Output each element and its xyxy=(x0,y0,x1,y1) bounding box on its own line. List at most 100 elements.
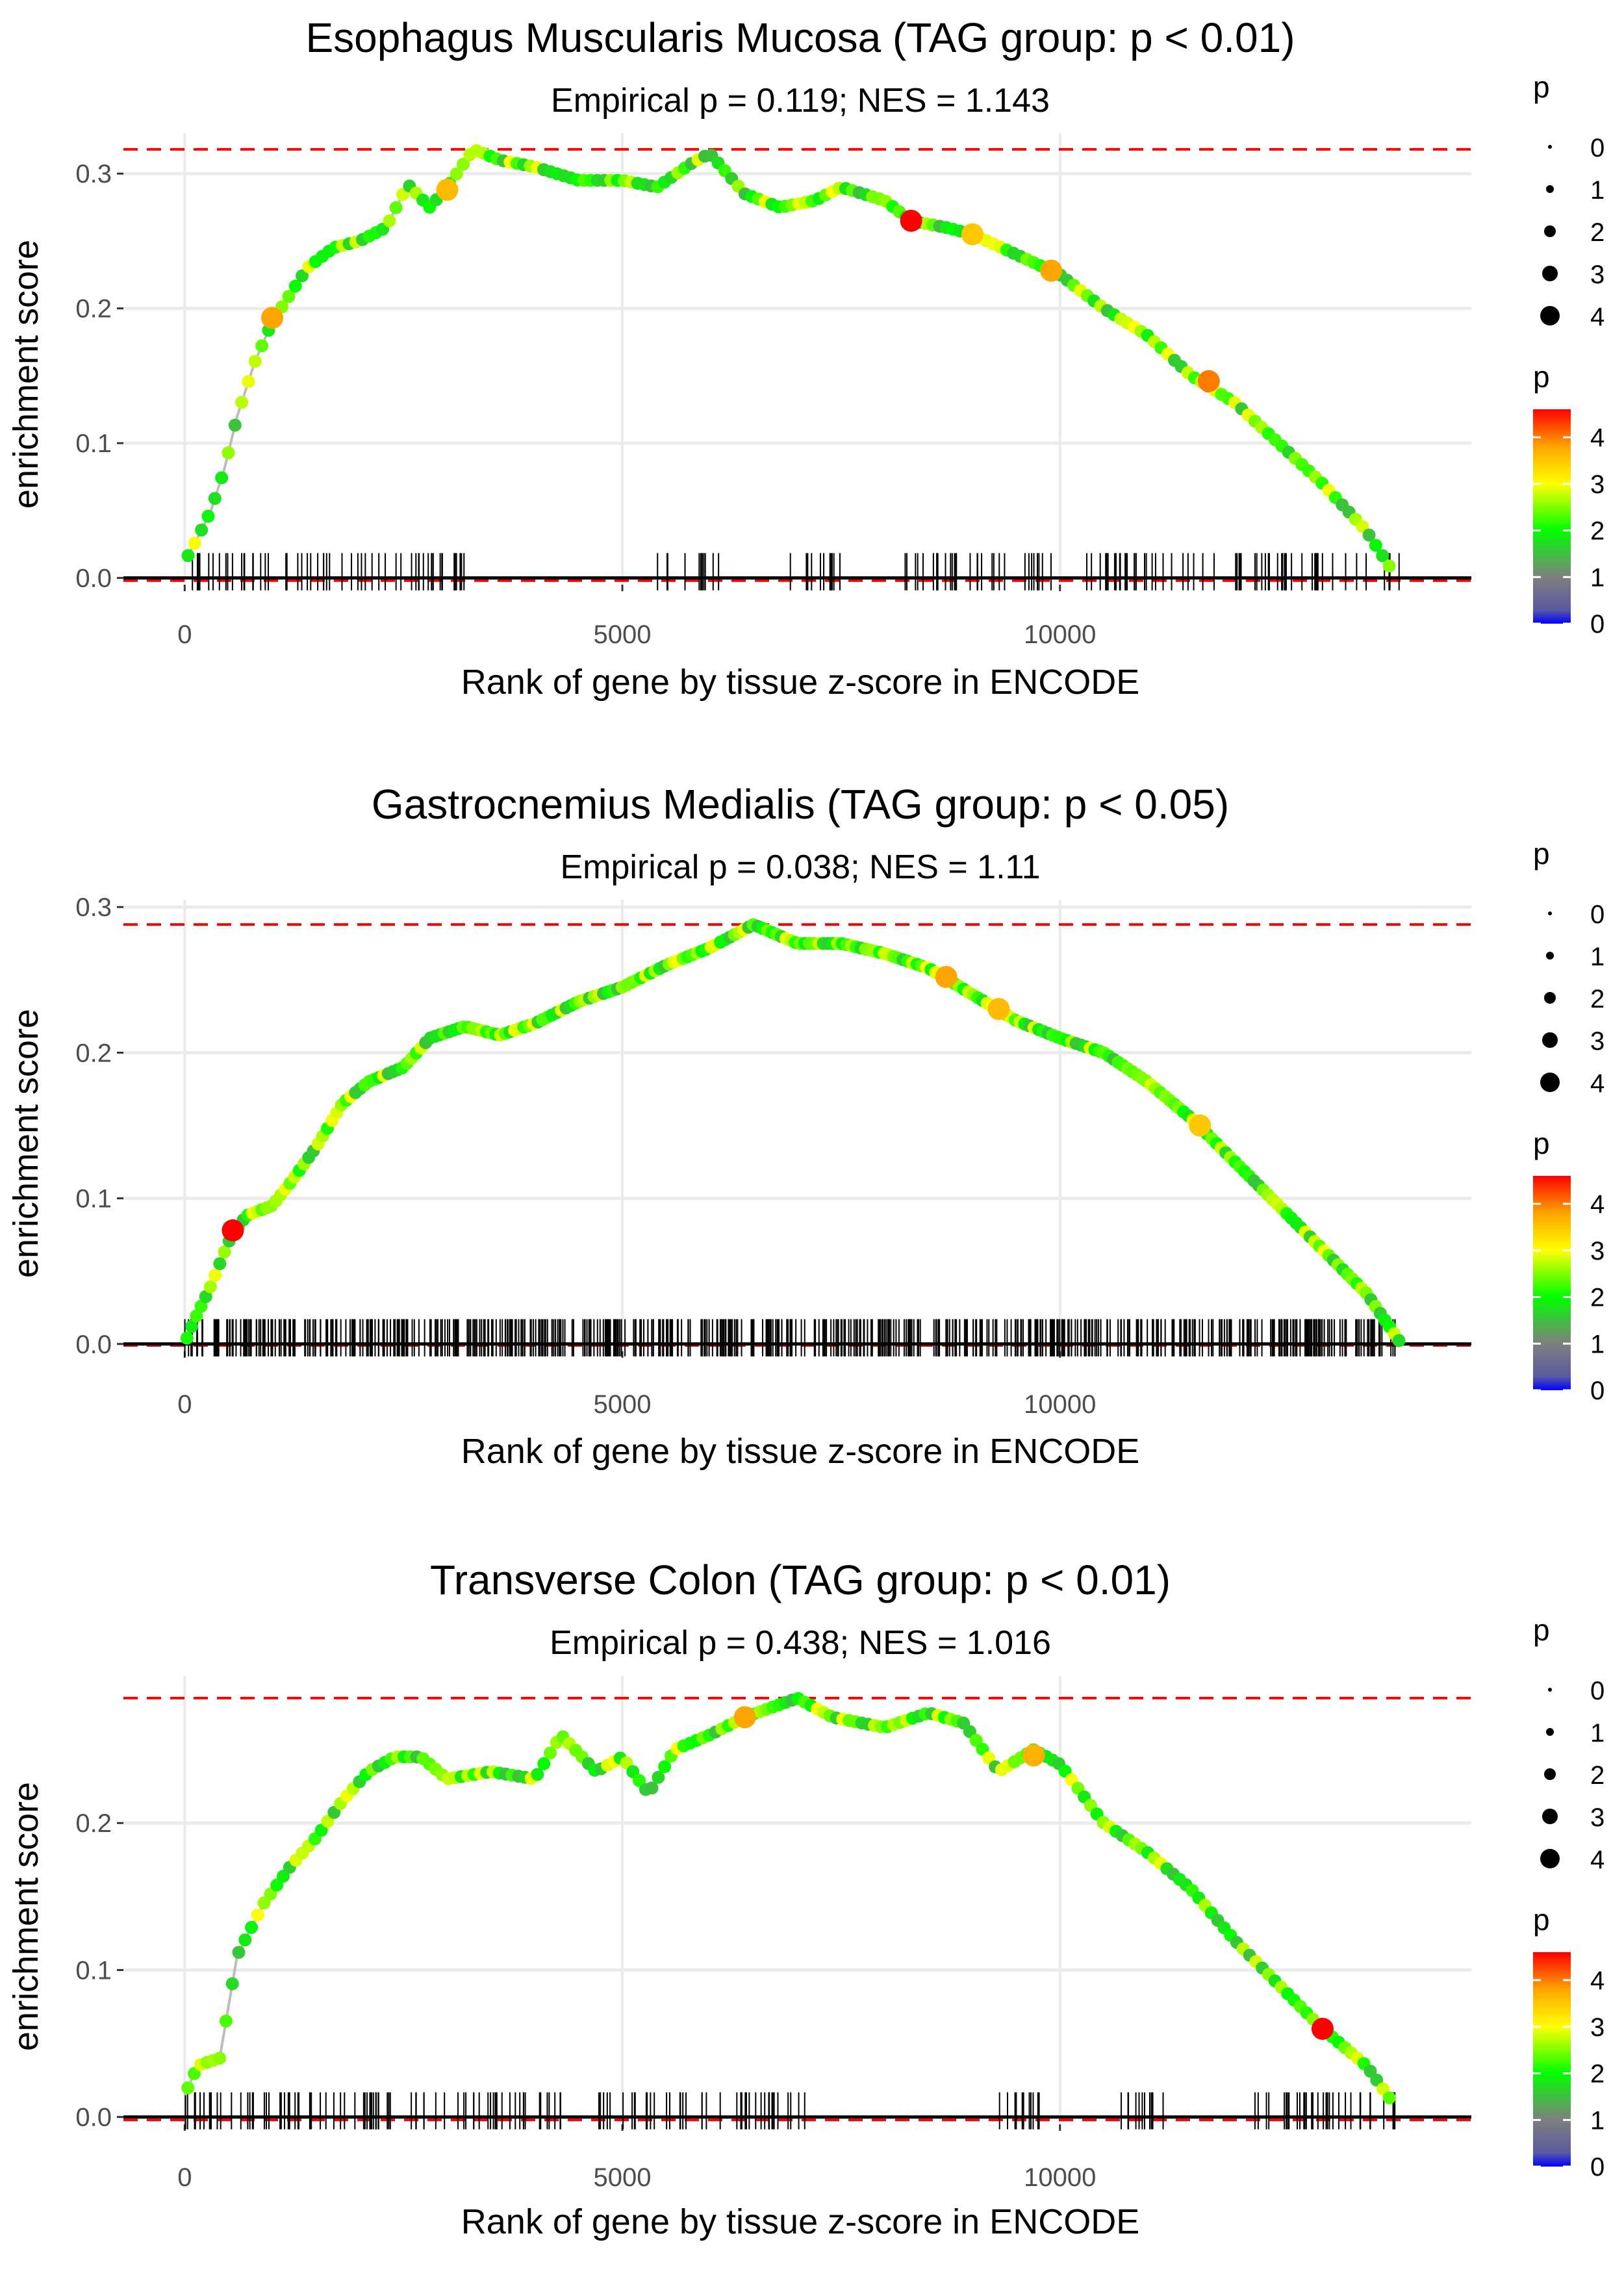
color-legend-bar xyxy=(1533,1176,1571,1390)
color-legend-label: 4 xyxy=(1590,1966,1605,1995)
x-axis-label: Rank of gene by tissue z-score in ENCODE xyxy=(461,1432,1139,1471)
chart-panel-2: Gastrocnemius Medialis (TAG group: p < 0… xyxy=(6,781,1605,1471)
data-point xyxy=(1369,539,1382,552)
highlight-point xyxy=(1311,2017,1334,2040)
color-legend-label: 2 xyxy=(1590,2060,1605,2089)
data-point xyxy=(242,375,255,388)
data-point xyxy=(652,1770,665,1784)
color-legend-label: 2 xyxy=(1590,1284,1605,1312)
size-legend-label: 2 xyxy=(1590,985,1605,1013)
size-legend-title: p xyxy=(1533,70,1550,104)
color-legend-label: 1 xyxy=(1590,563,1605,592)
y-tick-label: 0.1 xyxy=(75,429,112,458)
chart-subtitle: Empirical p = 0.119; NES = 1.143 xyxy=(551,82,1050,120)
plot-area: 0.0 0.1 0.2 0.3 0 5000 10000 xyxy=(75,133,1471,649)
y-tick-label: 0.1 xyxy=(75,1185,112,1214)
size-legend-label: 4 xyxy=(1590,303,1605,331)
chart-subtitle: Empirical p = 0.438; NES = 1.016 xyxy=(550,1624,1051,1662)
data-point xyxy=(1382,2091,1396,2105)
size-legend-key xyxy=(1542,1032,1558,1048)
y-tick-label: 0.0 xyxy=(75,2104,112,2132)
color-legend-label: 0 xyxy=(1590,2153,1605,2182)
color-legend-title: p xyxy=(1533,1126,1550,1160)
size-legend-key xyxy=(1544,1768,1556,1780)
y-tick-label: 0.1 xyxy=(75,1956,112,1985)
data-point xyxy=(180,1331,194,1345)
highlight-point xyxy=(1022,1744,1045,1767)
data-point xyxy=(248,355,262,368)
chart-subtitle: Empirical p = 0.038; NES = 1.11 xyxy=(561,848,1041,886)
enrichment-curve xyxy=(183,922,1402,1345)
size-legend-title: p xyxy=(1533,1613,1550,1647)
color-legend-label: 4 xyxy=(1590,1190,1605,1219)
data-point xyxy=(658,1760,672,1774)
color-legend-bar xyxy=(1533,409,1571,624)
y-tick-label: 0.3 xyxy=(75,893,112,922)
data-point xyxy=(232,1946,246,1959)
color-legend-label: 3 xyxy=(1590,1237,1605,1266)
chart-panel-3: Transverse Colon (TAG group: p < 0.01) E… xyxy=(6,1557,1605,2241)
data-point xyxy=(457,157,470,171)
data-point xyxy=(450,167,463,181)
data-point xyxy=(537,1757,551,1770)
size-legend-key xyxy=(1540,1073,1560,1092)
color-legend-label: 3 xyxy=(1590,470,1605,499)
size-legend-key xyxy=(1544,225,1556,237)
size-legend-label: 3 xyxy=(1590,261,1605,289)
x-tick-label: 0 xyxy=(177,2163,192,2192)
highlight-point xyxy=(961,223,983,246)
y-axis-label: enrichment score xyxy=(6,240,45,509)
highlight-point xyxy=(436,179,459,201)
data-point xyxy=(219,2015,233,2028)
x-tick-label: 0 xyxy=(177,620,192,649)
y-axis-label: enrichment score xyxy=(6,1009,45,1278)
plot-area: 0.0 0.1 0.2 0 5000 10000 xyxy=(75,1676,1471,2192)
data-point xyxy=(209,1269,222,1282)
size-legend-label: 3 xyxy=(1590,1027,1605,1056)
data-point xyxy=(208,492,222,505)
size-legend-label: 4 xyxy=(1590,1069,1605,1098)
x-axis-label: Rank of gene by tissue z-score in ENCODE xyxy=(461,663,1139,702)
color-legend-label: 1 xyxy=(1590,2106,1605,2135)
size-legend-key xyxy=(1546,952,1554,960)
x-tick-label: 0 xyxy=(177,1390,192,1419)
data-point xyxy=(389,201,403,214)
x-tick-label: 10000 xyxy=(1024,620,1096,649)
size-legend-key xyxy=(1548,1688,1552,1692)
color-legend-label: 3 xyxy=(1590,2013,1605,2042)
plot-area: 0.0 0.1 0.2 0.3 0 5000 10000 xyxy=(75,893,1471,1419)
y-tick-label: 0.0 xyxy=(75,1330,112,1359)
color-legend-label: 0 xyxy=(1590,1377,1605,1405)
size-legend-key xyxy=(1548,145,1552,149)
data-point xyxy=(251,1908,264,1922)
enrichment-curve xyxy=(183,1696,1394,2104)
data-point xyxy=(225,1977,239,1991)
data-point xyxy=(238,1933,252,1947)
size-legend-key xyxy=(1542,266,1558,281)
chart-title: Gastrocnemius Medialis (TAG group: p < 0… xyxy=(372,781,1229,828)
color-legend-title: p xyxy=(1533,360,1550,394)
data-point xyxy=(296,269,309,283)
size-legend-key xyxy=(1544,992,1556,1004)
x-axis-label: Rank of gene by tissue z-score in ENCODE xyxy=(461,2202,1139,2241)
data-point xyxy=(181,2081,195,2094)
legend: p 0 1 2 3 4 p 4 3 2 1 0 xyxy=(1533,1613,1605,2182)
legend: p 0 1 2 3 4 p 4 3 2 1 0 xyxy=(1533,837,1605,1405)
color-legend-title: p xyxy=(1533,1903,1550,1937)
color-legend-label: 1 xyxy=(1590,1330,1605,1358)
x-tick-label: 10000 xyxy=(1024,2163,1096,2192)
data-point xyxy=(282,290,296,303)
data-point xyxy=(185,1319,199,1333)
enrichment-curve xyxy=(183,147,1394,572)
highlight-point xyxy=(261,307,284,329)
curve-points xyxy=(181,144,1396,573)
data-point xyxy=(383,214,396,228)
size-legend-key xyxy=(1546,1728,1554,1736)
highlight-point xyxy=(935,965,958,988)
size-legend-key xyxy=(1540,306,1560,325)
highlight-point xyxy=(900,209,922,232)
data-point xyxy=(245,1920,259,1934)
y-tick-label: 0.2 xyxy=(75,1809,112,1838)
data-point xyxy=(190,1309,203,1323)
